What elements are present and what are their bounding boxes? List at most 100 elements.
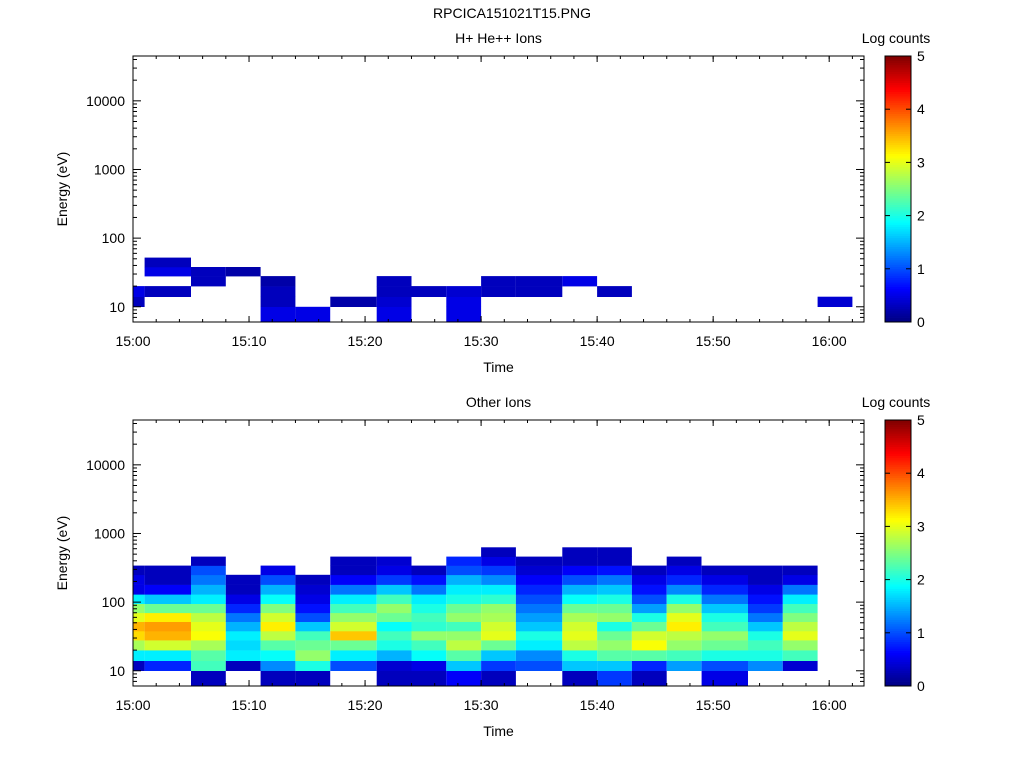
heatmap-cell [701,631,748,641]
colorbar-segment [885,548,911,552]
x-tick-label: 15:00 [115,333,150,349]
colorbar-segment [885,674,911,678]
colorbar-segment [885,286,911,290]
colorbar-segment [885,420,911,423]
heatmap-cell [701,594,748,604]
heatmap-cell [330,660,377,671]
x-tick-label: 15:50 [696,697,731,713]
heatmap-cell [515,574,563,585]
heatmap-cell [562,565,598,576]
heatmap-cell [562,594,598,604]
colorbar-segment [885,677,911,680]
heatmap-cell [481,594,516,604]
colorbar-segment [885,89,911,92]
heatmap-cell [515,594,563,604]
heatmap-cell [562,640,598,651]
heatmap-cell [295,306,331,323]
heatmap-cell [191,603,226,614]
colorbar-segment [885,126,911,130]
heatmap-cell [133,574,145,585]
colorbar-segment [885,202,911,205]
colorbar-segment [885,475,911,479]
heatmap-cell [330,650,377,661]
colorbar-segment [885,131,911,134]
colorbar-segment [885,204,911,208]
heatmap-cell [481,556,516,566]
heatmap-cell [446,286,482,297]
colorbar-segment [885,60,911,64]
colorbar-segment [885,211,911,214]
colorbar-segment [885,253,911,256]
colorbar-segment [885,224,911,228]
colorbar-segment [885,259,911,263]
colorbar-segment [885,140,911,143]
heatmap-cell [330,584,377,595]
colorbar-segment [885,586,911,589]
colorbar-segment [885,58,911,61]
colorbar-segment [885,91,911,95]
heatmap-cell [701,603,748,614]
colorbar-segment [885,513,911,516]
heatmap-cell [376,603,412,614]
heatmap-cell [481,650,516,661]
colorbar-segment [885,473,911,476]
heatmap-cell [376,306,412,323]
heatmap-cell [260,670,296,687]
heatmap-cell [666,660,702,671]
heatmap-cell [330,565,377,576]
heatmap-cell [191,267,226,277]
heatmap-cell [562,660,598,671]
colorbar-segment [885,217,911,221]
colorbar-segment [885,643,911,647]
colorbar-segment [885,502,911,505]
heatmap-cell [295,594,331,604]
colorbar-segment [885,557,911,561]
heatmap-cell [133,640,145,651]
heatmap-cell [330,556,377,566]
colorbar-segment [885,437,911,441]
y-axis-label: Energy (eV) [54,152,70,227]
colorbar-segment [885,488,911,492]
heatmap-cell [191,276,226,287]
heatmap-cell [225,650,261,661]
colorbar-segment [885,579,911,583]
y-tick-label: 1000 [94,525,125,541]
heatmap-cell [191,660,226,671]
heatmap-cell [260,306,296,323]
heatmap-cell [701,650,748,661]
heatmap-cell [481,612,516,622]
colorbar-segment [885,464,911,467]
heatmap-cell [631,612,667,622]
heatmap-cell [133,650,145,661]
colorbar-segment [885,255,911,259]
colorbar-tick-label: 1 [917,625,925,641]
colorbar-segment [885,80,911,83]
heatmap-cell [597,584,632,595]
colorbar-segment [885,541,911,545]
heatmap-cell [330,574,377,585]
heatmap-cell [782,565,818,576]
colorbar-segment [885,490,911,494]
heatmap-cell [597,547,632,557]
colorbar-tick-label: 4 [917,465,925,481]
heatmap-cell [631,603,667,614]
colorbar-segment [885,508,911,512]
heatmap-cell [782,621,818,632]
heatmap-cell [191,621,226,632]
colorbar-segment [885,193,911,197]
heatmap-cell [295,640,331,651]
x-tick-label: 15:10 [232,333,267,349]
heatmap-cell [748,621,783,632]
heatmap-cell [701,584,748,595]
heatmap-cell [666,556,702,566]
heatmap-cell [515,631,563,641]
colorbar-segment [885,652,911,656]
heatmap-cell [701,574,748,585]
colorbar-segment [885,679,911,682]
colorbar-segment [885,182,911,185]
heatmap-cell [782,631,818,641]
heatmap-cell [225,640,261,651]
colorbar-segment [885,517,911,521]
colorbar-segment [885,120,911,123]
